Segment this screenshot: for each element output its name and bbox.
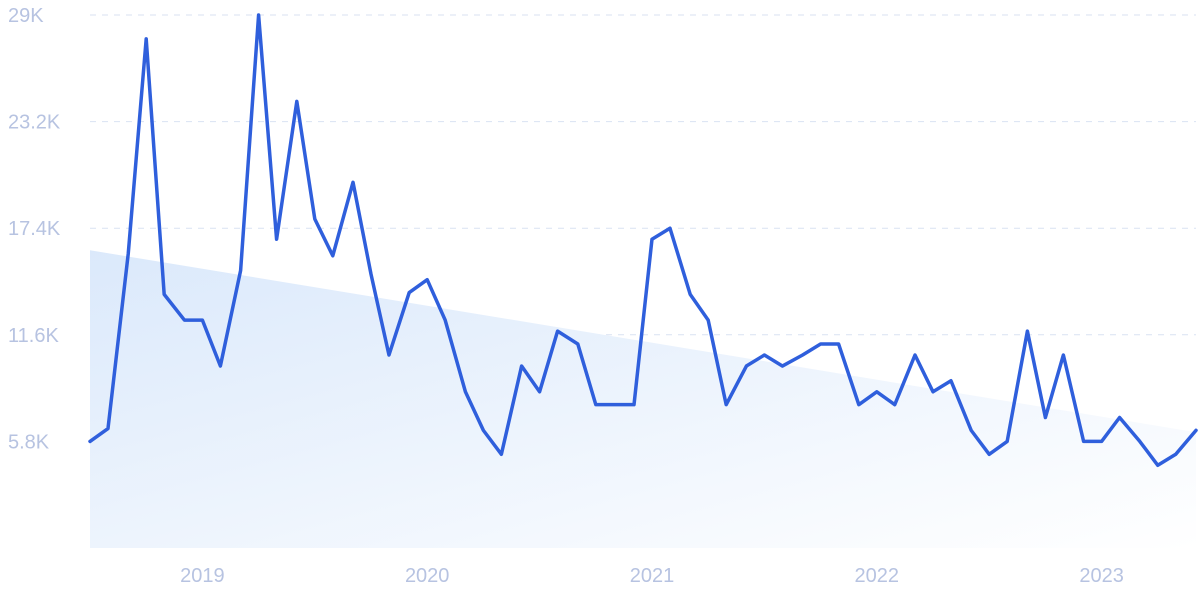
x-tick-label: 2023 [1079, 565, 1124, 587]
x-tick-label: 2020 [405, 565, 450, 587]
series-layer [88, 13, 1198, 468]
y-tick-label: 23.2K [8, 112, 61, 134]
x-tick-label: 2019 [180, 565, 225, 587]
y-tick-label: 17.4K [8, 218, 61, 240]
series-line [88, 13, 1198, 468]
y-tick-label: 5.8K [8, 431, 50, 453]
trend-area-layer [90, 250, 1196, 548]
x-axis-labels: 2019 2020 2021 2022 2023 [180, 565, 1124, 587]
x-tick-label: 2022 [855, 565, 900, 587]
y-axis-labels: 5.8K 11.6K 17.4K 23.2K 29K [8, 5, 61, 453]
trend-area [90, 250, 1196, 548]
y-tick-label: 29K [8, 5, 44, 27]
y-tick-label: 11.6K [8, 325, 59, 347]
x-tick-label: 2021 [630, 565, 675, 587]
